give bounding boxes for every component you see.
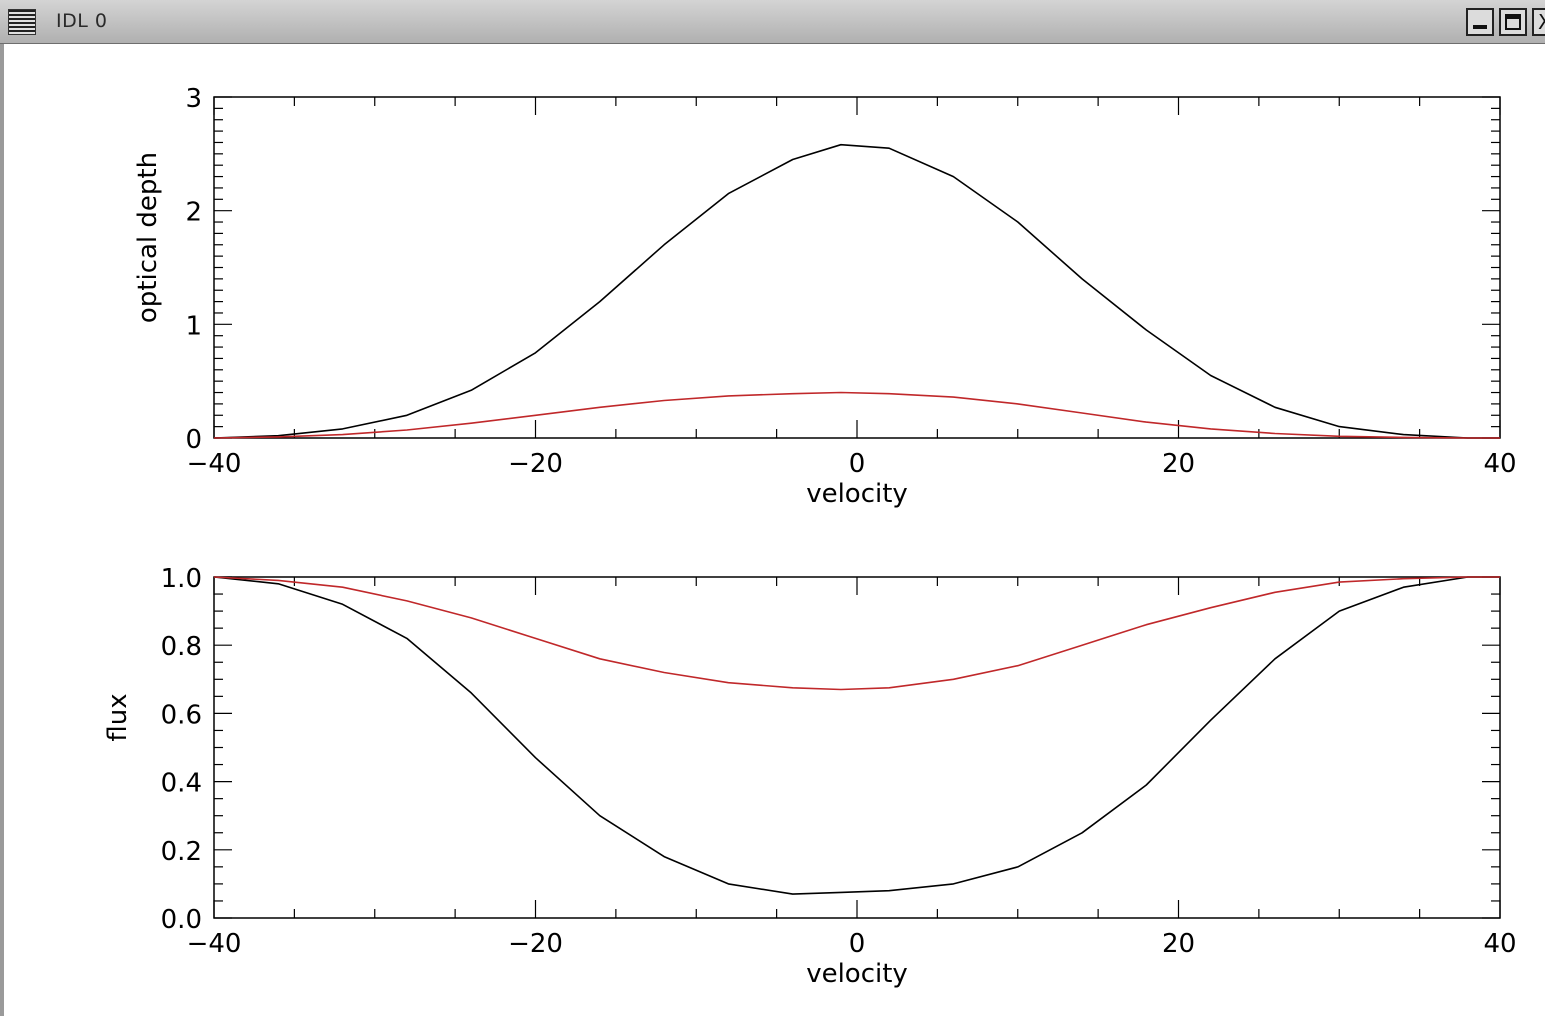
y-tick-label: 0.6: [161, 700, 202, 730]
x-tick-label: 20: [1162, 449, 1195, 479]
minimize-icon: [1473, 25, 1487, 29]
maximize-button[interactable]: [1499, 8, 1527, 36]
y-tick-label: 1: [185, 311, 202, 341]
y-axis-label: flux: [103, 693, 133, 741]
x-tick-label: −40: [187, 929, 242, 959]
minimize-button[interactable]: [1466, 8, 1494, 36]
y-tick-label: 0.2: [161, 837, 202, 867]
window-menu-icon[interactable]: [8, 9, 36, 35]
maximize-icon: [1505, 14, 1521, 30]
window-title: IDL 0: [56, 10, 108, 32]
x-tick-label: −40: [187, 449, 242, 479]
y-tick-label: 0: [185, 425, 202, 455]
x-tick-label: 40: [1483, 449, 1516, 479]
axis-frame: [213, 96, 1501, 439]
y-tick-label: 3: [185, 84, 202, 114]
series-line-black: [213, 576, 1500, 895]
x-tick-label: 20: [1162, 929, 1195, 959]
y-tick-label: 0.8: [161, 632, 202, 662]
y-axis-label: optical depth: [133, 152, 163, 323]
title-bar[interactable]: IDL 0 X: [0, 0, 1545, 44]
y-tick-label: 1.0: [161, 564, 202, 594]
flux-chart: −40 −20 0 20 40 0.0 0.2 0.4 0.6 0.8 1.0 velocity flu…: [103, 564, 1517, 989]
series-line-black: [213, 143, 1500, 439]
series-line-red: [213, 576, 1500, 691]
window-left-border: [0, 44, 4, 1016]
x-tick-label: 40: [1483, 929, 1516, 959]
x-tick-label: −20: [508, 449, 563, 479]
optical-depth-chart: −40 −20 0 20 40 0 1 2 3 velocity optical depth: [133, 84, 1517, 509]
y-tick-label: 2: [185, 198, 202, 228]
x-tick-label: 0: [849, 929, 866, 959]
close-icon: X: [1538, 10, 1545, 34]
series-line-red: [213, 391, 1500, 439]
y-tick-label: 0.0: [161, 905, 202, 935]
x-tick-label: −20: [508, 929, 563, 959]
axis-frame: [213, 576, 1501, 919]
y-tick-label: 0.4: [161, 769, 202, 799]
close-button[interactable]: X: [1532, 8, 1545, 36]
x-axis-label: velocity: [806, 959, 908, 989]
x-axis-label: velocity: [806, 479, 908, 509]
plot-canvas: −40 −20 0 20 40 0 1 2 3 velocity optical depth −40…: [103, 84, 1517, 989]
x-tick-label: 0: [849, 449, 866, 479]
